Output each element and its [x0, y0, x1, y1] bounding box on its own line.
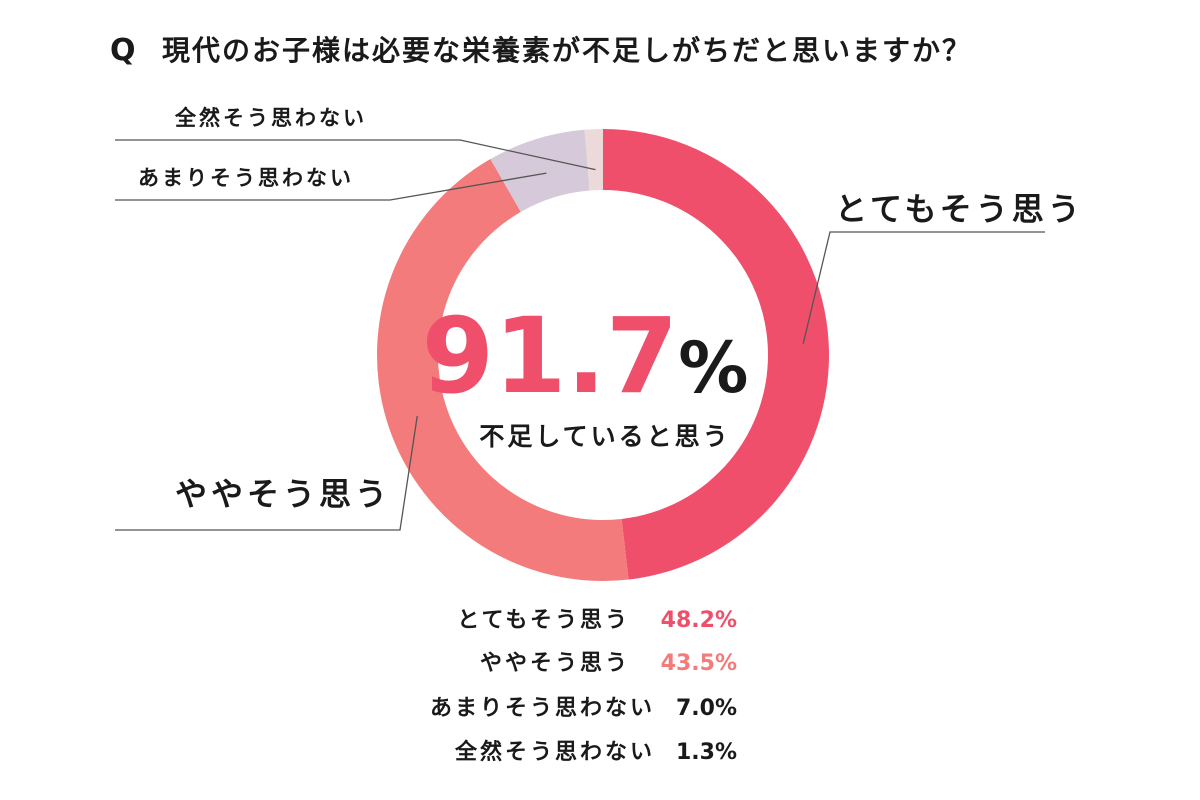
- slice-amari: [490, 129, 590, 212]
- leader-line-yaya: [115, 415, 418, 531]
- center-number-value: 91.7: [422, 295, 679, 417]
- legend-value-3: 1.3%: [676, 740, 737, 765]
- leader-line-totemo: [802, 231, 1045, 344]
- leader-line-zenzen: [115, 139, 596, 171]
- slice-yaya: [377, 159, 629, 581]
- leader-line-amari: [115, 172, 547, 201]
- slice-label-totemo: とてもそう思う: [835, 190, 1084, 228]
- slice-label-yaya: ややそう思う: [175, 475, 391, 513]
- slice-zenzen: [584, 129, 603, 191]
- legend-label-3: 全然そう思わない: [454, 739, 655, 765]
- center-percent-sign: %: [678, 327, 748, 409]
- legend-value-2: 7.0%: [676, 696, 737, 721]
- donut-slices: [377, 129, 829, 581]
- slice-totemo: [603, 129, 829, 580]
- chart-title-prefix: Q: [110, 33, 136, 68]
- center-number: 91.7%: [422, 295, 749, 417]
- legend: とてもそう思う 48.2% ややそう思う 43.5% あまりそう思わない 7.0…: [430, 608, 737, 765]
- slice-label-zenzen: 全然そう思わない: [174, 106, 367, 130]
- legend-label-2: あまりそう思わない: [430, 696, 655, 721]
- legend-value-1: 43.5%: [661, 651, 737, 676]
- legend-label-1: ややそう思う: [480, 651, 630, 676]
- legend-value-0: 48.2%: [661, 608, 737, 633]
- slice-label-amari: あまりそう思わない: [138, 166, 354, 190]
- legend-label-0: とてもそう思う: [457, 608, 630, 633]
- leader-lines: [115, 139, 1045, 531]
- chart-title: 現代のお子様は必要な栄養素が不足しがちだと思いますか？: [162, 34, 972, 67]
- center-caption: 不足していると思う: [479, 422, 730, 451]
